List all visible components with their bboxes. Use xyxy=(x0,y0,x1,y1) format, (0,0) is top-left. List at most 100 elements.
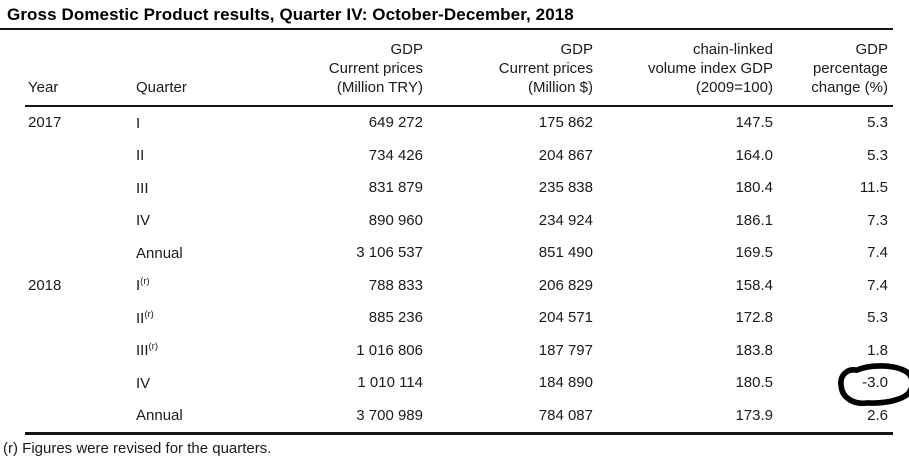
col-header-gdp-current-prices-usd: GDP Current prices (Million $) xyxy=(431,30,601,107)
gdp-usd-cell: 851 490 xyxy=(538,244,593,262)
quarter-cell: IV xyxy=(133,204,251,237)
year-cell xyxy=(25,302,133,335)
quarter-label: IV xyxy=(136,212,151,230)
table-body: 2017 I 649 272 175 862 147.5 5.3 II 734 … xyxy=(25,106,909,435)
quarter-cell: Annual xyxy=(133,399,251,435)
volume-index-cell: 183.8 xyxy=(735,341,773,359)
table-row: Annual 3 700 989 784 087 173.9 2.6 xyxy=(25,399,893,435)
year-cell: 2017 xyxy=(28,114,62,132)
pct-change-cell: 7.4 xyxy=(781,237,893,270)
quarter-cell: I xyxy=(133,106,251,140)
year-cell xyxy=(25,399,133,435)
gdp-usd-cell: 204 571 xyxy=(538,309,593,327)
pct-change-cell: 11.5 xyxy=(781,172,893,205)
gdp-try-cell: 1 010 114 xyxy=(357,374,423,392)
table-row: II(r) 885 236 204 571 172.8 5.3 xyxy=(25,302,893,335)
quarter-cell: III(r) xyxy=(133,334,251,367)
quarter-cell: II(r) xyxy=(133,302,251,335)
volume-index-cell: 164.0 xyxy=(735,146,773,164)
gdp-try-cell: 3 700 989 xyxy=(251,399,431,435)
volume-index-cell: 186.1 xyxy=(735,211,773,229)
table-row: Annual 3 106 537 851 490 169.5 7.4 xyxy=(25,237,893,270)
pct-value: 5.3 xyxy=(867,146,888,164)
revision-mark: (r) xyxy=(148,341,159,353)
table-row: IV 890 960 234 924 186.1 7.3 xyxy=(25,204,893,237)
table-row: 2017 I 649 272 175 862 147.5 5.3 xyxy=(25,106,893,140)
year-cell xyxy=(25,334,133,367)
table-row: II 734 426 204 867 164.0 5.3 xyxy=(25,139,893,172)
year-cell: 2018 xyxy=(28,276,62,294)
col-header-quarter: Quarter xyxy=(133,30,251,107)
gdp-try-cell: 3 106 537 xyxy=(356,244,423,262)
pct-value: 11.5 xyxy=(859,179,888,197)
table-row: III 831 879 235 838 180.4 11.5 xyxy=(25,172,893,205)
quarter-label: III xyxy=(136,179,149,197)
volume-index-cell: 180.4 xyxy=(735,179,773,197)
table-row: IV 1 010 114 184 890 180.5 -3.0 xyxy=(25,363,909,407)
gdp-try-cell: 788 833 xyxy=(368,276,423,294)
col-header-gdp-current-prices-try: GDP Current prices (Million TRY) xyxy=(251,30,431,107)
gdp-usd-cell: 184 890 xyxy=(538,374,593,392)
gdp-try-cell: 885 236 xyxy=(368,309,423,327)
year-cell xyxy=(25,172,133,205)
header-row: Year Quarter GDP Current prices (Million… xyxy=(25,30,893,107)
pct-value: 1.8 xyxy=(867,341,888,359)
pct-value: 7.4 xyxy=(867,276,888,294)
pct-change-cell: 7.3 xyxy=(781,204,893,237)
pct-change-cell: 2.6 xyxy=(781,399,893,435)
revision-mark: (r) xyxy=(144,308,154,320)
volume-index-cell: 169.5 xyxy=(735,244,773,262)
pct-value: -3.0 xyxy=(838,363,909,407)
gdp-usd-cell: 175 862 xyxy=(538,114,593,132)
pct-value: 7.3 xyxy=(867,211,888,229)
quarter-label: Annual xyxy=(136,407,183,425)
volume-index-cell: 147.5 xyxy=(735,114,773,132)
volume-index-cell: 180.5 xyxy=(735,374,773,392)
gdp-usd-cell: 204 867 xyxy=(538,146,593,164)
pct-value: 2.6 xyxy=(867,406,888,424)
col-header-year: Year xyxy=(25,30,133,107)
revision-mark: (r) xyxy=(140,276,150,288)
pct-change-cell: -3.0 xyxy=(781,363,909,407)
gdp-usd-cell: 784 087 xyxy=(431,399,601,435)
gdp-usd-cell: 234 924 xyxy=(538,211,593,229)
volume-index-cell: 172.8 xyxy=(735,309,773,327)
quarter-cell: III xyxy=(133,172,251,205)
gdp-usd-cell: 235 838 xyxy=(538,179,593,197)
quarter-cell: Annual xyxy=(133,237,251,270)
gdp-table: Year Quarter GDP Current prices (Million… xyxy=(25,30,909,435)
page-title: Gross Domestic Product results, Quarter … xyxy=(0,0,893,30)
gdp-try-cell: 649 272 xyxy=(368,114,423,132)
gdp-usd-cell: 187 797 xyxy=(538,341,593,359)
gdp-try-cell: 890 960 xyxy=(368,211,423,229)
quarter-label: II xyxy=(136,309,145,327)
pct-change-cell: 1.8 xyxy=(781,334,893,367)
pct-value: 5.3 xyxy=(867,114,888,132)
year-cell xyxy=(25,367,133,400)
pct-value: 5.3 xyxy=(867,309,888,327)
quarter-label: IV xyxy=(136,374,151,392)
quarter-label: III xyxy=(136,342,149,360)
gdp-try-cell: 734 426 xyxy=(368,146,423,164)
pct-change-cell: 5.3 xyxy=(781,139,893,172)
col-header-chain-linked-volume-index: chain-linked volume index GDP (2009=100) xyxy=(601,30,781,107)
quarter-label: I xyxy=(136,114,141,132)
gdp-usd-cell: 206 829 xyxy=(538,276,593,294)
table-row: 2018 I(r) 788 833 206 829 158.4 7.4 xyxy=(25,269,893,302)
table-header: Year Quarter GDP Current prices (Million… xyxy=(25,30,893,107)
gdp-try-cell: 831 879 xyxy=(368,179,423,197)
pct-change-cell: 7.4 xyxy=(781,269,893,302)
quarter-label: I xyxy=(136,277,141,295)
col-header-gdp-percentage-change: GDP percentage change (%) xyxy=(781,30,893,107)
year-cell xyxy=(25,139,133,172)
pct-change-cell: 5.3 xyxy=(781,106,893,140)
pct-change-cell: 5.3 xyxy=(781,302,893,335)
footnote: (r) Figures were revised for the quarter… xyxy=(3,439,272,457)
quarter-label: II xyxy=(136,147,145,165)
volume-index-cell: 173.9 xyxy=(601,399,781,435)
volume-index-cell: 158.4 xyxy=(735,276,773,294)
pct-value: 7.4 xyxy=(867,244,888,262)
gdp-try-cell: 1 016 806 xyxy=(356,341,423,359)
year-cell xyxy=(25,237,133,270)
